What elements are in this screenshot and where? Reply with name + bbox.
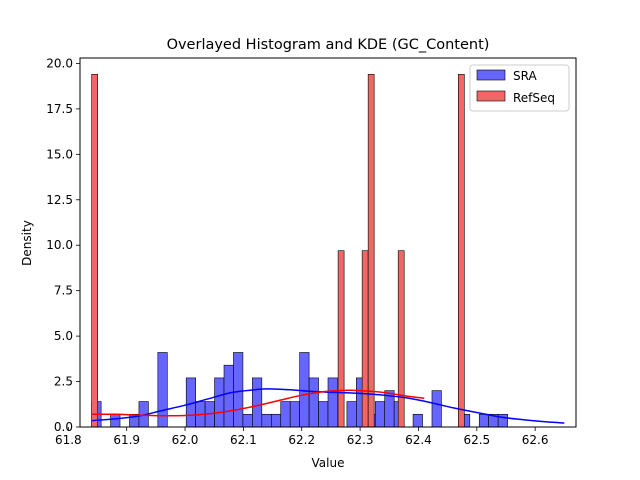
bar-sra-15 [233,352,244,428]
x-axis-label: Value [312,456,345,470]
bar-refseq-41 [337,250,345,428]
legend-label-refseq: RefSeq [513,91,555,105]
x-tick-label: 62.4 [405,433,432,447]
bar-sra-16 [242,413,253,428]
bar-refseq-45 [361,250,369,428]
y-tick-label: 12.5 [46,193,73,207]
y-axis: 0.0 2.5 5.0 7.5 10.0 12.5 15.0 17.5 20.0 [46,56,80,434]
y-tick-label: 0.0 [54,420,73,434]
y-tick-label: 5.0 [54,329,73,343]
chart-title: Overlayed Histogram and KDE (GC_Content) [167,37,490,53]
legend-swatch-sra [476,69,506,81]
legend-label-sra: SRA [513,69,537,83]
bar-refseq-0 [91,74,98,428]
bar-sra-21 [289,401,300,428]
bar-sra-13 [214,377,225,428]
bar-sra-27 [346,401,357,428]
y-tick-label: 17.5 [46,102,73,116]
bar-sra-34 [412,413,423,428]
bar-refseq-46 [367,74,375,428]
bar-sra-2 [110,413,121,428]
bar-sra-36 [431,390,442,428]
kde-line-refseq [91,389,425,417]
bar-sra-18 [261,413,272,428]
legend: SRA RefSeq [469,64,570,112]
kde-curves [91,388,565,424]
legend-swatch-refseq [476,90,506,102]
bar-refseq-51 [397,250,405,428]
x-tick-label: 62.5 [463,433,490,447]
bar-sra-19 [270,413,282,428]
x-tick-label: 61.9 [113,433,140,447]
y-tick-label: 15.0 [46,147,73,161]
x-tick-label: 62.0 [172,433,199,447]
y-tick-label: 10.0 [46,238,73,252]
bar-sra-14 [223,364,234,428]
bar-sra-41 [478,413,490,428]
bar-sra-24 [318,401,329,428]
x-tick-label: 62.6 [522,433,549,447]
x-axis: 61.8 61.9 62.0 62.1 62.2 62.3 62.4 62.5 62.6 [55,427,549,447]
y-tick-label: 20.0 [46,56,73,70]
x-tick-label: 62.1 [230,433,257,447]
y-tick-label: 2.5 [54,375,73,389]
bar-sra-25 [327,377,338,428]
bar-sra-23 [308,377,319,428]
bar-sra-30 [374,401,386,428]
x-tick-label: 62.3 [347,433,374,447]
bar-sra-20 [280,401,291,428]
x-tick-label: 62.2 [288,433,315,447]
bar-sra-17 [252,377,263,428]
bar-sra-22 [299,352,310,428]
y-tick-label: 7.5 [54,284,73,298]
plot-frame [79,57,577,428]
x-tick-label: 61.8 [55,433,82,447]
bar-refseq-61 [458,74,465,428]
y-axis-label: Density [20,220,34,266]
